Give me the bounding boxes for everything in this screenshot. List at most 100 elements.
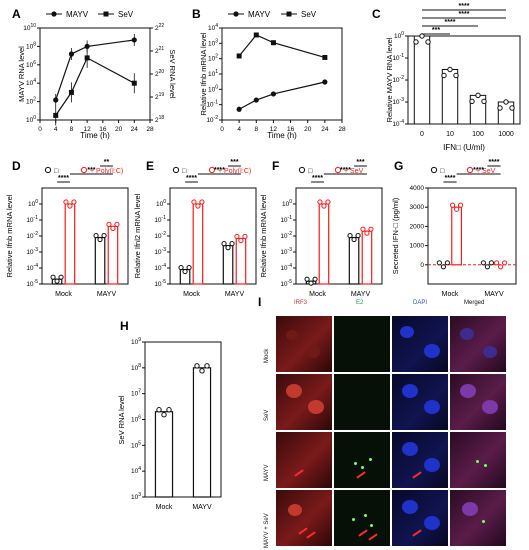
e2-signal bbox=[369, 458, 372, 461]
panel-C-significance: *************** bbox=[422, 3, 506, 35]
data-point bbox=[509, 105, 515, 111]
y-label: Relative Ifnl2 mRNA level bbox=[133, 193, 142, 278]
significance-label: ** bbox=[104, 159, 110, 166]
bar-control bbox=[348, 236, 360, 285]
data-point-control bbox=[480, 260, 486, 266]
bar-treatment bbox=[192, 203, 204, 285]
data-point-treatment bbox=[199, 199, 205, 205]
bar-treatment bbox=[107, 225, 119, 285]
y-tick-label: 2000 bbox=[410, 223, 425, 230]
significance-label: **** bbox=[340, 167, 351, 174]
data-point-control bbox=[444, 260, 450, 266]
panel-A-ylabel-left: MAYV RNA level bbox=[17, 46, 26, 102]
x-tick-label: Mock bbox=[156, 504, 173, 511]
y-tick-label: 10-3 bbox=[154, 247, 166, 256]
series-line-mayv bbox=[55, 39, 135, 101]
x-tick-label: 0 bbox=[420, 131, 424, 138]
significance-label: *** bbox=[87, 167, 95, 174]
y-tick-label: 106 bbox=[26, 60, 36, 69]
micrograph-mock-dapi bbox=[392, 316, 448, 372]
panel-A-xlabel: Time (h) bbox=[80, 131, 110, 140]
significance: **** **** **** bbox=[443, 159, 501, 183]
legend-mayv-label: MAYV bbox=[66, 10, 89, 19]
y-tick-label: 10-3 bbox=[392, 97, 404, 106]
data-point-treatment bbox=[242, 233, 248, 240]
e2-signal bbox=[476, 460, 479, 463]
arrow-marker bbox=[294, 469, 304, 477]
data-point bbox=[156, 407, 162, 413]
e2-signal bbox=[484, 464, 487, 467]
significance-label: **** bbox=[214, 167, 225, 174]
x-tick-label: Mock bbox=[55, 291, 72, 298]
arrow-marker bbox=[412, 471, 422, 479]
y-tick-label: 100 bbox=[394, 31, 404, 40]
x-tick-label: MAYV bbox=[225, 291, 245, 298]
bars bbox=[436, 202, 508, 270]
series-line-sev bbox=[55, 57, 135, 116]
bar bbox=[413, 35, 431, 125]
x-tick-label: Mock bbox=[442, 291, 459, 298]
x-tick-label: 24 bbox=[321, 126, 329, 133]
panel-label-E: E bbox=[146, 159, 154, 173]
panel-B: MAYV SeV 0 4 8 12 16 20 24 28 10-2 10-1 100 101 102… bbox=[199, 10, 346, 140]
x-tick-label: 16 bbox=[99, 126, 107, 133]
legend: □ + SeV bbox=[298, 166, 364, 175]
x-tick-label: Mock bbox=[309, 291, 326, 298]
y2-tick-label: 219 bbox=[155, 92, 164, 101]
panel-label-I: I bbox=[258, 295, 261, 309]
significance-label: **** bbox=[58, 175, 69, 182]
legend-sev-label: SeV bbox=[118, 10, 134, 19]
bar bbox=[497, 101, 515, 125]
y-tick-label: 10-5 bbox=[280, 279, 292, 288]
significance-label: **** bbox=[459, 3, 470, 10]
data-point-treatment bbox=[191, 199, 197, 205]
e2-signal bbox=[354, 462, 357, 465]
col-label-dapi: DAPI bbox=[413, 300, 428, 306]
legend-label: + Poly(I:C) bbox=[218, 168, 251, 175]
data-point-treatment bbox=[238, 237, 244, 244]
data-point bbox=[503, 99, 509, 105]
data-point-mayv bbox=[270, 91, 277, 97]
y-tick-label: 10-4 bbox=[26, 263, 38, 272]
x-tick-label: 8 bbox=[254, 126, 258, 133]
significance-label: *** bbox=[432, 27, 440, 34]
col-label-irf3: IRF3 bbox=[294, 300, 308, 306]
data-point bbox=[204, 363, 210, 369]
y-tick-label: 10-5 bbox=[26, 279, 38, 288]
panel-A-ylabel-right: SeV RNA level bbox=[168, 49, 177, 99]
data-point-control bbox=[440, 264, 446, 270]
panel-A-yticks-right: 218 219 220 221 222 bbox=[150, 23, 164, 124]
y-tick-label: 10-1 bbox=[206, 100, 218, 109]
legend-marker-empty bbox=[44, 166, 52, 174]
data-point-treatment bbox=[321, 203, 327, 209]
x-tick-label: 100 bbox=[472, 131, 484, 138]
panel-H-xticks: Mock MAYV bbox=[156, 504, 212, 511]
x-tick-label: 20 bbox=[304, 126, 312, 133]
bars bbox=[304, 199, 374, 286]
legend-label: + SeV bbox=[476, 168, 496, 175]
series-line-sev bbox=[238, 34, 326, 59]
y-ticks: 10-5 10-4 10-3 10-2 10-1 100 bbox=[26, 199, 42, 288]
nucleus bbox=[424, 516, 440, 530]
nucleus bbox=[462, 502, 478, 516]
data-point-treatment bbox=[498, 264, 504, 270]
data-point-treatment bbox=[450, 202, 456, 208]
bar-control bbox=[94, 236, 106, 285]
nucleus bbox=[424, 344, 440, 358]
bar-treatment bbox=[235, 237, 247, 285]
col-label-merged: Merged bbox=[464, 300, 485, 306]
data-point-control bbox=[221, 241, 227, 247]
arrow-marker bbox=[412, 529, 422, 537]
data-point-control bbox=[93, 232, 99, 239]
data-point-treatment bbox=[317, 199, 323, 205]
significance-label: **** bbox=[459, 11, 470, 18]
data-point-treatment bbox=[364, 230, 370, 236]
data-point-sev bbox=[322, 54, 328, 60]
significance-label: **** bbox=[186, 175, 197, 182]
data-point-sev bbox=[253, 32, 259, 38]
nucleus bbox=[424, 400, 440, 414]
panel-H-bars bbox=[154, 363, 212, 498]
nucleus bbox=[483, 346, 497, 358]
microscopy-grid bbox=[276, 316, 506, 546]
x-tick-label: 4 bbox=[54, 126, 58, 133]
